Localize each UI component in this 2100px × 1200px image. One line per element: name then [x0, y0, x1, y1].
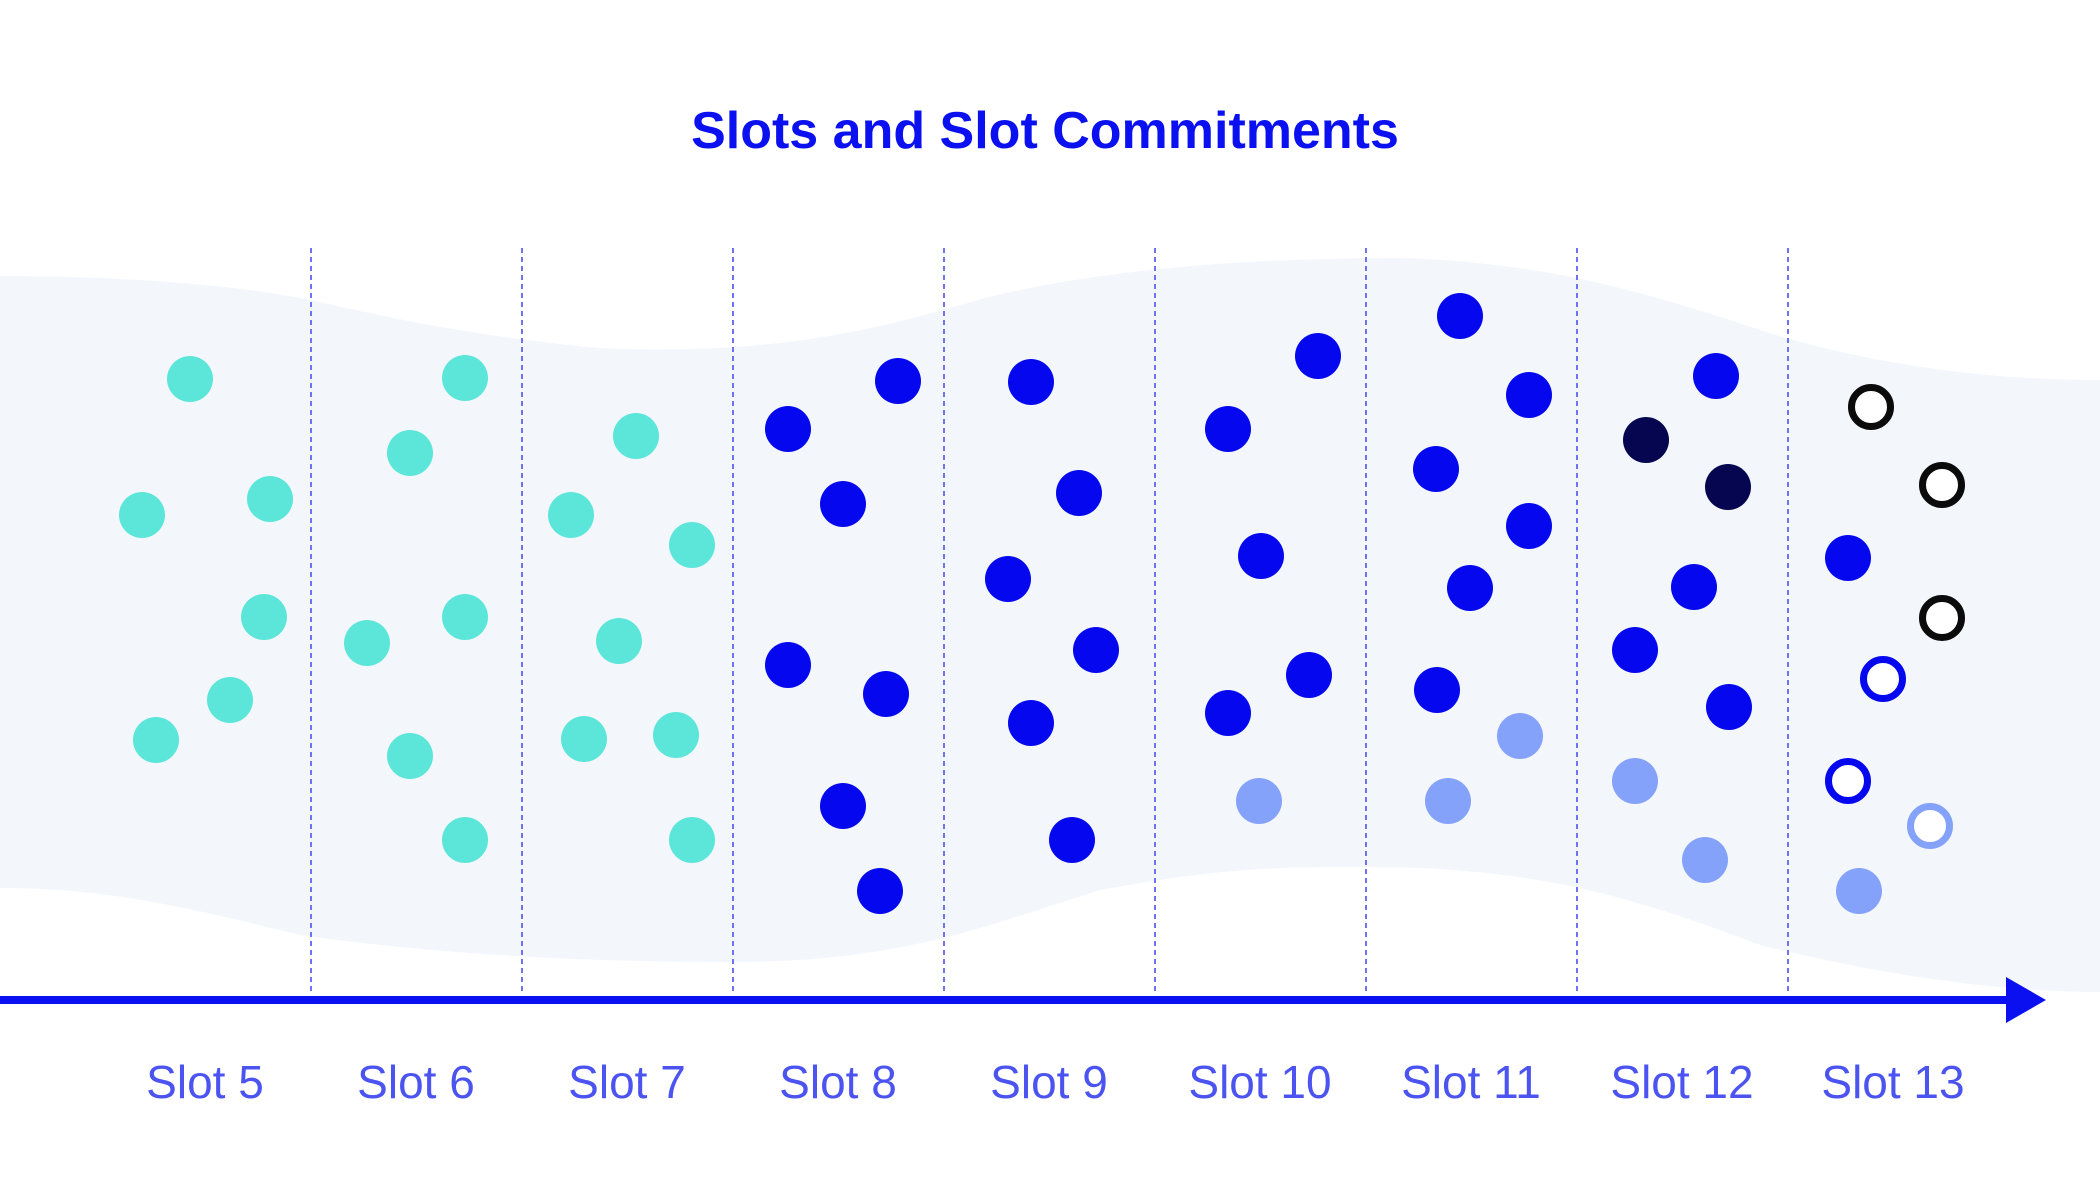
block-dot: [1447, 565, 1493, 611]
slot-label: Slot 10: [1188, 1056, 1331, 1108]
block-dot: [985, 556, 1031, 602]
pending-block-ring: [1919, 595, 1965, 641]
pending-block-ring: [1860, 656, 1906, 702]
block-dot: [207, 677, 253, 723]
block-dot: [1295, 333, 1341, 379]
block-dot: [1506, 503, 1552, 549]
pending-block-ring: [1825, 758, 1871, 804]
block-dot: [1825, 535, 1871, 581]
block-dot: [1425, 778, 1471, 824]
block-dot: [442, 355, 488, 401]
block-dot: [1008, 700, 1054, 746]
block-dot: [863, 671, 909, 717]
block-dot: [1073, 627, 1119, 673]
block-dot: [167, 356, 213, 402]
block-dot: [820, 481, 866, 527]
block-dot: [387, 733, 433, 779]
block-dot: [820, 783, 866, 829]
timeline-arrowhead: [2006, 977, 2046, 1023]
block-dot: [119, 492, 165, 538]
block-dot: [669, 817, 715, 863]
block-dot: [1706, 684, 1752, 730]
block-dot: [1705, 464, 1751, 510]
block-dot: [561, 716, 607, 762]
slot-label: Slot 9: [990, 1056, 1108, 1108]
pending-block-ring: [1907, 803, 1953, 849]
block-dot: [241, 594, 287, 640]
block-dot: [1682, 837, 1728, 883]
block-dot: [1008, 359, 1054, 405]
block-dot: [1693, 353, 1739, 399]
block-dot: [1056, 470, 1102, 516]
block-dot: [1205, 690, 1251, 736]
block-dot: [613, 413, 659, 459]
block-dot: [875, 358, 921, 404]
block-dots: [119, 293, 1965, 914]
block-dot: [765, 406, 811, 452]
slot-label: Slot 5: [146, 1056, 264, 1108]
block-dot: [548, 492, 594, 538]
page-title: Slots and Slot Commitments: [691, 102, 1399, 160]
block-dot: [765, 642, 811, 688]
block-dot: [1236, 778, 1282, 824]
slot-label: Slot 7: [568, 1056, 686, 1108]
block-dot: [442, 594, 488, 640]
slot-dividers: [310, 248, 1789, 993]
pending-block-ring: [1919, 462, 1965, 508]
block-dot: [1238, 533, 1284, 579]
block-dot: [857, 868, 903, 914]
flow-band: [0, 258, 2100, 992]
block-dot: [1286, 652, 1332, 698]
slot-label: Slot 12: [1610, 1056, 1753, 1108]
slot-label: Slot 6: [357, 1056, 475, 1108]
block-dot: [387, 430, 433, 476]
slot-label: Slot 8: [779, 1056, 897, 1108]
block-dot: [653, 712, 699, 758]
block-dot: [1437, 293, 1483, 339]
block-dot: [596, 618, 642, 664]
block-dot: [1497, 713, 1543, 759]
slot-labels: Slot 5 Slot 6 Slot 7 Slot 8 Slot 9 Slot 10 Slo…: [146, 1056, 1964, 1108]
block-dot: [669, 522, 715, 568]
block-dot: [1623, 417, 1669, 463]
block-dot: [344, 620, 390, 666]
block-dot: [247, 476, 293, 522]
block-dot: [1836, 868, 1882, 914]
block-dot: [1413, 446, 1459, 492]
slot-label: Slot 13: [1821, 1056, 1964, 1108]
pending-block-ring: [1848, 384, 1894, 430]
block-dot: [1414, 667, 1460, 713]
block-dot: [442, 817, 488, 863]
block-dot: [1506, 372, 1552, 418]
block-dot: [1612, 758, 1658, 804]
block-dot: [133, 717, 179, 763]
block-dot: [1671, 564, 1717, 610]
block-dot: [1049, 817, 1095, 863]
block-dot: [1205, 406, 1251, 452]
slot-label: Slot 11: [1401, 1056, 1541, 1108]
block-dot: [1612, 627, 1658, 673]
